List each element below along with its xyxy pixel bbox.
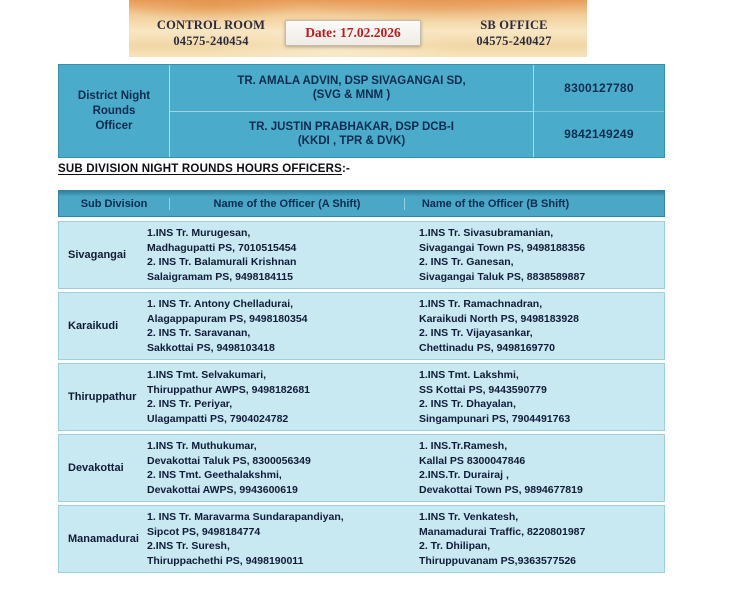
division-name: Devakottai xyxy=(68,462,124,474)
b-shift-officers: 1.INS Tr. Ramachnadran, Karaikudi North … xyxy=(419,298,579,354)
b-shift-officers: 1.INS Tr. Sivasubramanian, Sivagangai To… xyxy=(419,227,586,283)
control-room-block: CONTROL ROOM 04575-240454 xyxy=(131,17,291,49)
a-shift-officers: 1.INS Tr. Murugesan, Madhagupatti PS, 70… xyxy=(147,227,297,283)
division-name: Thiruppathur xyxy=(68,391,137,403)
sb-office-block: SB OFFICE 04575-240427 xyxy=(443,17,585,49)
district-officer-2-phone: 9842149249 xyxy=(564,127,634,142)
column-header-a-shift: Name of the Officer (A Shift) xyxy=(169,197,404,210)
table-row-thiruppathur: Thiruppathur 1.INS Tmt. Selvakumari, Thi… xyxy=(58,363,665,431)
a-shift-officers: 1.INS Tmt. Selvakumari, Thiruppathur AWP… xyxy=(147,369,311,425)
column-header-sub-division: Sub Division xyxy=(80,197,148,210)
date-label: Date: 17.02.2026 xyxy=(305,25,401,40)
date-box: Date: 17.02.2026 xyxy=(285,20,421,46)
district-officer-names: TR. AMALA ADVIN, DSP SIVAGANGAI SD, (SVG… xyxy=(170,65,533,157)
a-shift-officers: 1.INS Tr. Muthukumar, Devakottai Taluk P… xyxy=(147,440,311,496)
a-shift-officers: 1. INS Tr. Maravarma Sundarapandiyan, Si… xyxy=(147,511,344,567)
sub-division-officers-table: Sub Division Name of the Officer (A Shif… xyxy=(58,190,665,573)
district-officer-2-name: TR. JUSTIN PRABHAKAR, DSP DCB-I (KKDI , … xyxy=(249,121,454,148)
table-row-manamadurai: Manamadurai 1. INS Tr. Maravarma Sundara… xyxy=(58,505,665,573)
sb-office-phone: 04575-240427 xyxy=(476,34,552,48)
b-shift-officers: 1.INS Tr. Venkatesh, Manamadurai Traffic… xyxy=(419,511,586,567)
district-officer-1-name: TR. AMALA ADVIN, DSP SIVAGANGAI SD, (SVG… xyxy=(170,65,533,112)
b-shift-officers: 1. INS.Tr.Ramesh, Kallal PS 8300047846 2… xyxy=(419,440,583,496)
division-name: Sivagangai xyxy=(68,249,127,261)
district-rounds-row-header: District Night Rounds Officer xyxy=(59,65,170,157)
division-name: Karaikudi xyxy=(68,320,119,332)
district-officer-phones: 8300127780 9842149249 xyxy=(533,65,664,157)
a-shift-officers: 1. INS Tr. Antony Chelladurai, Alagappap… xyxy=(147,298,308,354)
header-banner: CONTROL ROOM 04575-240454 Date: 17.02.20… xyxy=(129,0,587,57)
b-shift-officers: 1.INS Tmt. Lakshmi, SS Kottai PS, 944359… xyxy=(419,369,571,425)
division-name: Manamadurai xyxy=(68,533,139,545)
section-heading-text: SUB DIVISION NIGHT ROUNDS HOURS OFFICERS xyxy=(58,163,343,175)
table-header-row: Sub Division Name of the Officer (A Shif… xyxy=(58,190,665,217)
table-row-sivagangai: Sivagangai 1.INS Tr. Murugesan, Madhagup… xyxy=(58,221,665,289)
control-room-title: CONTROL ROOM xyxy=(156,18,266,32)
column-header-b-shift: Name of the Officer (B Shift) xyxy=(404,197,664,210)
district-officer-1-phone: 8300127780 xyxy=(534,65,664,112)
section-heading-suffix: :- xyxy=(342,163,351,175)
table-row-devakottai: Devakottai 1.INS Tr. Muthukumar, Devakot… xyxy=(58,434,665,502)
sub-division-section-heading: SUB DIVISION NIGHT ROUNDS HOURS OFFICERS… xyxy=(58,163,350,175)
district-night-rounds-table: District Night Rounds Officer TR. AMALA … xyxy=(58,64,665,158)
table-row-karaikudi: Karaikudi 1. INS Tr. Antony Chelladurai,… xyxy=(58,292,665,360)
sb-office-title: SB OFFICE xyxy=(480,18,548,32)
control-room-phone: 04575-240454 xyxy=(173,34,249,48)
